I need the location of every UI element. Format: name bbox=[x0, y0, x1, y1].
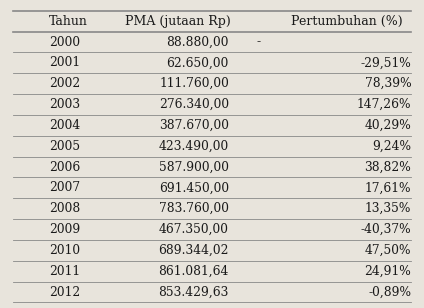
Text: 2005: 2005 bbox=[49, 140, 80, 153]
Text: 689.344,02: 689.344,02 bbox=[159, 244, 229, 257]
Text: PMA (jutaan Rp): PMA (jutaan Rp) bbox=[125, 15, 231, 28]
Text: -29,51%: -29,51% bbox=[360, 56, 411, 69]
Text: 38,82%: 38,82% bbox=[365, 160, 411, 173]
Text: 111.760,00: 111.760,00 bbox=[159, 77, 229, 90]
Text: 861.081,64: 861.081,64 bbox=[159, 265, 229, 278]
Text: Pertumbuhan (%): Pertumbuhan (%) bbox=[291, 15, 403, 28]
Text: Tahun: Tahun bbox=[49, 15, 88, 28]
Text: 2011: 2011 bbox=[49, 265, 80, 278]
Text: -0,89%: -0,89% bbox=[368, 286, 411, 298]
Text: 62.650,00: 62.650,00 bbox=[167, 56, 229, 69]
Text: 2007: 2007 bbox=[49, 181, 80, 194]
Text: 17,61%: 17,61% bbox=[365, 181, 411, 194]
Text: 40,29%: 40,29% bbox=[365, 119, 411, 132]
Text: 2001: 2001 bbox=[49, 56, 80, 69]
Text: 587.900,00: 587.900,00 bbox=[159, 160, 229, 173]
Text: 853.429,63: 853.429,63 bbox=[159, 286, 229, 298]
Text: 2009: 2009 bbox=[49, 223, 80, 236]
Text: 691.450,00: 691.450,00 bbox=[159, 181, 229, 194]
Text: -40,37%: -40,37% bbox=[361, 223, 411, 236]
Text: 2004: 2004 bbox=[49, 119, 80, 132]
Text: 467.350,00: 467.350,00 bbox=[159, 223, 229, 236]
Text: 2006: 2006 bbox=[49, 160, 80, 173]
Text: 47,50%: 47,50% bbox=[365, 244, 411, 257]
Text: 2003: 2003 bbox=[49, 98, 80, 111]
Text: 387.670,00: 387.670,00 bbox=[159, 119, 229, 132]
Text: 9,24%: 9,24% bbox=[372, 140, 411, 153]
Text: 147,26%: 147,26% bbox=[357, 98, 411, 111]
Text: -: - bbox=[257, 35, 261, 49]
Text: 2008: 2008 bbox=[49, 202, 80, 215]
Text: 2010: 2010 bbox=[49, 244, 80, 257]
Text: 2000: 2000 bbox=[49, 35, 80, 49]
Text: 276.340,00: 276.340,00 bbox=[159, 98, 229, 111]
Text: 2012: 2012 bbox=[49, 286, 80, 298]
Text: 783.760,00: 783.760,00 bbox=[159, 202, 229, 215]
Text: 2002: 2002 bbox=[49, 77, 80, 90]
Text: 78,39%: 78,39% bbox=[365, 77, 411, 90]
Text: 24,91%: 24,91% bbox=[365, 265, 411, 278]
Text: 13,35%: 13,35% bbox=[365, 202, 411, 215]
Text: 423.490,00: 423.490,00 bbox=[159, 140, 229, 153]
Text: 88.880,00: 88.880,00 bbox=[167, 35, 229, 49]
